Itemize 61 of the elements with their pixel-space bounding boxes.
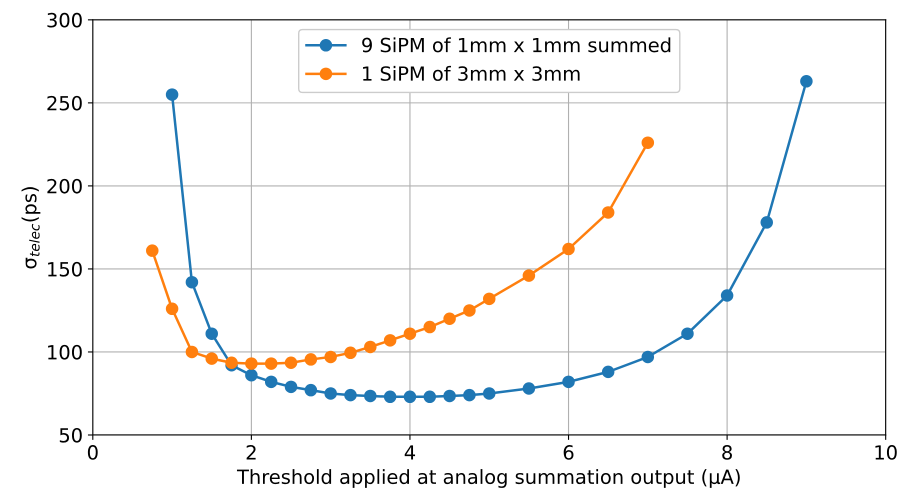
y-axis-title: σ$_{telec}$(ps) xyxy=(22,187,40,268)
point xyxy=(264,376,278,388)
point xyxy=(364,390,377,402)
point xyxy=(186,346,198,358)
x-tick-label: 4 xyxy=(404,445,416,460)
point xyxy=(304,353,318,366)
point xyxy=(324,350,337,364)
point xyxy=(681,327,694,340)
x-axis-title: Threshold applied at analog summation output (μA) xyxy=(236,469,740,488)
point xyxy=(404,327,416,340)
point xyxy=(245,357,258,370)
point xyxy=(642,350,654,364)
y-tick-label: 50 xyxy=(60,428,82,443)
point xyxy=(642,136,654,149)
y-tick-label: 150 xyxy=(48,262,82,277)
point xyxy=(166,302,178,316)
x-tick-label: 10 xyxy=(875,445,897,460)
y-tick-label: 200 xyxy=(47,178,82,194)
x-tick-label: 2 xyxy=(246,445,256,460)
point xyxy=(562,242,575,256)
point xyxy=(424,390,436,404)
x-tick-label: 6 xyxy=(564,445,574,460)
y-tick-label: 250 xyxy=(47,96,82,111)
point xyxy=(602,366,614,378)
point xyxy=(463,388,476,402)
point xyxy=(304,384,318,396)
point xyxy=(344,346,357,360)
point xyxy=(344,388,357,402)
point xyxy=(166,88,178,101)
y-tick-label: 100 xyxy=(48,344,82,360)
y-tick-label: 300 xyxy=(47,12,82,28)
point xyxy=(186,276,198,288)
point xyxy=(482,292,496,306)
point xyxy=(443,390,456,402)
point xyxy=(245,368,258,382)
point xyxy=(404,390,416,404)
point xyxy=(562,376,575,388)
point xyxy=(264,357,278,370)
legend-label: 9 SiPM of 1mm x 1mm summed xyxy=(362,37,670,52)
point xyxy=(800,75,813,88)
point xyxy=(602,206,614,219)
x-tick-label: 0 xyxy=(88,445,98,460)
legend-label: 1 SiPM of 3mm x 3mm xyxy=(363,66,580,81)
point xyxy=(760,216,773,229)
point xyxy=(720,289,734,302)
point xyxy=(146,244,159,257)
point xyxy=(205,352,218,365)
point xyxy=(443,312,456,325)
point xyxy=(384,390,396,404)
point xyxy=(424,320,436,334)
point xyxy=(284,380,298,394)
point xyxy=(522,269,536,282)
point xyxy=(482,387,496,400)
point xyxy=(205,327,218,340)
point xyxy=(384,334,396,347)
point xyxy=(364,340,377,354)
point xyxy=(324,387,337,400)
point xyxy=(284,356,298,370)
point xyxy=(463,304,476,317)
x-tick-label: 8 xyxy=(722,445,732,460)
point xyxy=(522,382,536,395)
